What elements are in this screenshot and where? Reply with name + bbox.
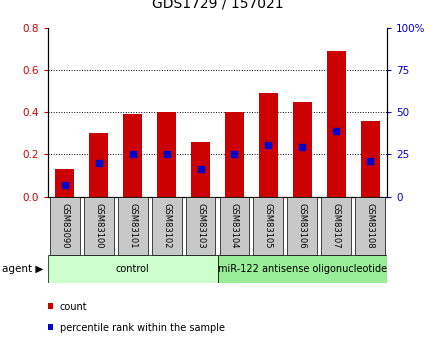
Bar (326, 51, 345, 197)
Bar (293, 101, 311, 197)
Bar (89, 133, 108, 197)
Text: miR-122 antisense oligonucleotide: miR-122 antisense oligonucleotide (217, 264, 386, 274)
Text: GSM83104: GSM83104 (230, 203, 238, 249)
Bar (123, 114, 141, 197)
Bar (259, 93, 277, 197)
Text: GSM83101: GSM83101 (128, 203, 137, 249)
Bar (321, 197, 350, 255)
Text: GSM83107: GSM83107 (331, 203, 340, 249)
Text: GSM83100: GSM83100 (94, 203, 103, 249)
Bar (151, 197, 181, 255)
Bar (360, 121, 378, 197)
Text: count: count (59, 302, 87, 312)
Bar (48, 255, 217, 283)
Bar (225, 112, 243, 197)
Text: GDS1729 / 157021: GDS1729 / 157021 (151, 0, 283, 10)
Bar (355, 197, 384, 255)
Bar (84, 197, 113, 255)
Text: GSM83106: GSM83106 (297, 203, 306, 249)
Text: GSM83103: GSM83103 (196, 203, 204, 249)
Text: GSM83102: GSM83102 (162, 203, 171, 249)
Bar (287, 197, 316, 255)
Bar (157, 112, 175, 197)
Bar (118, 197, 147, 255)
Bar (217, 255, 386, 283)
Bar (56, 169, 74, 197)
Bar (253, 197, 283, 255)
Text: percentile rank within the sample: percentile rank within the sample (59, 323, 224, 333)
Text: agent ▶: agent ▶ (2, 264, 43, 274)
Text: GSM83090: GSM83090 (60, 203, 69, 249)
Bar (191, 142, 209, 197)
Bar (50, 197, 79, 255)
Text: GSM83105: GSM83105 (263, 203, 272, 249)
Text: GSM83108: GSM83108 (365, 203, 374, 249)
Text: control: control (115, 264, 149, 274)
Bar (185, 197, 215, 255)
Bar (219, 197, 249, 255)
